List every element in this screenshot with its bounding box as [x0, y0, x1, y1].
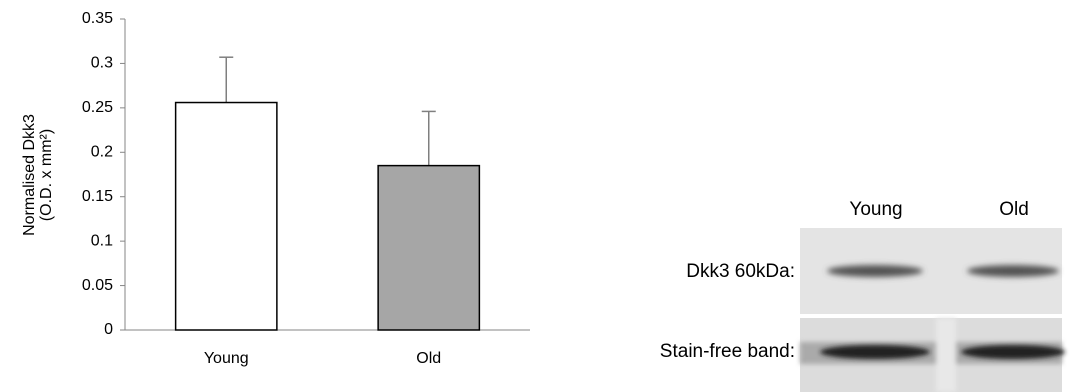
y-tick-label: 0.05: [82, 277, 113, 294]
western-blot: Young Old Dkk3 60kDa: Stain-free band:: [660, 199, 1065, 392]
y-tick-label: 0: [104, 321, 113, 338]
figure: Normalised Dkk3 (O.D. x mm²) Young Old D…: [0, 0, 1070, 392]
lane-label: Old: [999, 199, 1029, 220]
lane-label: Young: [849, 199, 902, 220]
row-label: Stain-free band:: [660, 341, 795, 362]
blot-band: [967, 265, 1059, 277]
y-axis-title: Normalised Dkk3 (O.D. x mm²): [21, 114, 55, 236]
x-tick-label: Young: [204, 350, 249, 367]
row-label: Dkk3 60kDa:: [686, 261, 795, 282]
y-tick-label: 0.35: [82, 10, 113, 27]
blot-band: [961, 345, 1065, 359]
y-axis-title-line: Normalised Dkk3: [21, 114, 38, 236]
y-axis-title-line: (O.D. x mm²): [38, 129, 55, 221]
blot-band: [820, 345, 930, 359]
y-tick-label: 0.3: [91, 55, 113, 72]
blot-band: [827, 265, 923, 277]
y-tick-label: 0.25: [82, 99, 113, 116]
bar: [176, 103, 277, 330]
blot-gap: [936, 318, 956, 392]
x-tick-label: Old: [416, 350, 441, 367]
y-tick-label: 0.15: [82, 188, 113, 205]
bar: [378, 166, 479, 330]
y-tick-label: 0.2: [91, 144, 113, 161]
y-tick-label: 0.1: [91, 232, 113, 249]
